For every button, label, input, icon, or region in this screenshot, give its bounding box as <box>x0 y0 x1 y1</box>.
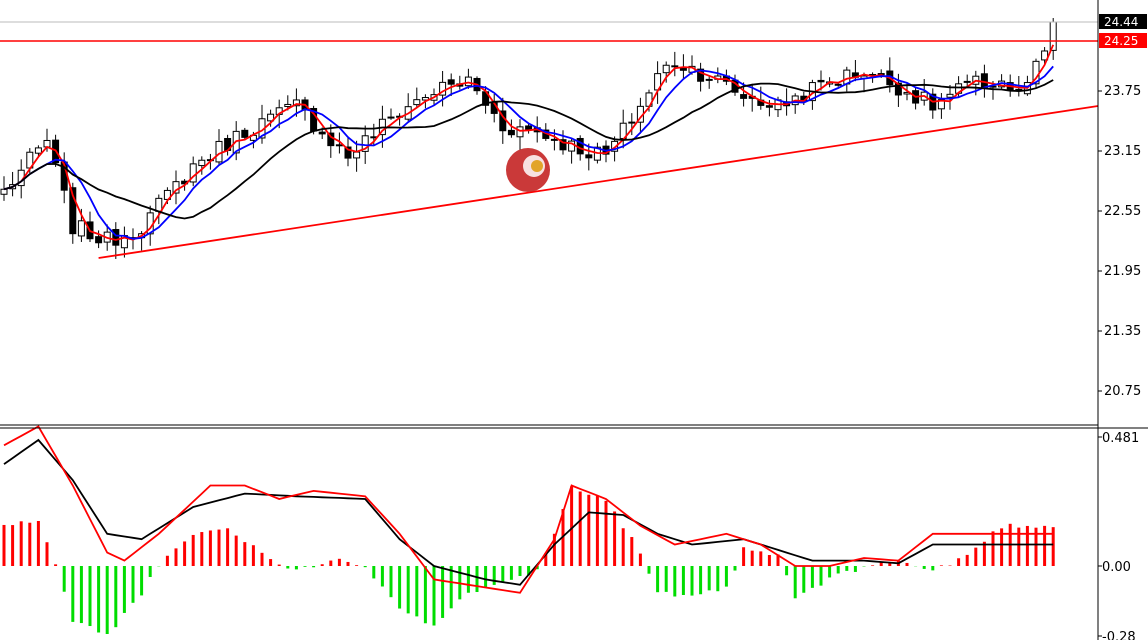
candle <box>241 127 249 141</box>
current-price-tag-bg <box>1099 14 1147 29</box>
candle-body-up <box>611 140 619 152</box>
candle-body-down <box>95 236 103 244</box>
y-tick-label: 23.15 <box>1104 144 1141 159</box>
price-panel <box>0 18 1099 259</box>
candle <box>817 70 825 91</box>
watermark-logo-dot-icon <box>531 160 543 172</box>
candle <box>525 123 533 134</box>
candle-body-down <box>344 146 352 159</box>
candle <box>937 93 945 119</box>
candle-body-up <box>439 81 447 96</box>
candle-body-down <box>705 78 713 81</box>
resistance-price-label: 24.25 <box>1104 34 1138 48</box>
candle-body-down <box>697 68 705 82</box>
candle-body-up <box>77 220 85 237</box>
candle <box>894 73 902 107</box>
candle-body-up <box>361 135 369 152</box>
y-tick-label: 21.95 <box>1104 264 1141 279</box>
candle <box>662 61 670 83</box>
candle-body-up <box>292 99 300 107</box>
candle <box>697 62 705 92</box>
candle-body-up <box>1041 50 1049 61</box>
candle-body-up <box>215 140 223 163</box>
candle <box>344 137 352 167</box>
candle <box>585 143 593 171</box>
ma-line-15 <box>3 79 1054 220</box>
y-tick-label: 20.75 <box>1104 384 1141 399</box>
current-price-tag: 24.44 <box>1099 14 1147 29</box>
candle-body-up <box>413 99 421 106</box>
candle-body-up <box>34 147 42 154</box>
candle-body-up <box>516 126 524 138</box>
candle <box>292 88 300 117</box>
candle-body-up <box>0 188 8 195</box>
candle-body-down <box>628 121 636 124</box>
candle-body-up <box>937 99 945 110</box>
resistance-tag: 24.25 <box>1099 33 1147 48</box>
current-price-label: 24.44 <box>1104 15 1138 29</box>
watermark <box>506 148 550 192</box>
candle <box>198 156 206 175</box>
macd-y-tick-label: 0.00 <box>1102 560 1131 575</box>
candle <box>671 51 679 77</box>
candle-body-up <box>267 113 275 122</box>
candle-body-down <box>69 187 77 235</box>
candle-body-down <box>525 125 533 130</box>
candle <box>172 170 180 205</box>
y-tick-label: 23.75 <box>1104 84 1141 99</box>
candle-body-up <box>353 151 361 159</box>
candle-body-down <box>963 80 971 83</box>
candle <box>946 85 954 110</box>
candle <box>413 87 421 108</box>
candle-body-up <box>155 197 163 212</box>
candle-body-down <box>507 129 515 136</box>
candle-body-up <box>671 65 679 68</box>
candle <box>1041 47 1049 64</box>
candle <box>447 73 455 97</box>
candle-body-down <box>318 131 326 135</box>
candle-body-up <box>335 144 343 147</box>
candle <box>387 108 395 120</box>
candle-body-down <box>765 105 773 108</box>
macd-y-tick-label: 0.481 <box>1102 431 1139 446</box>
macd-y-tick-label: -0.28 <box>1102 630 1136 640</box>
candle-body-down <box>834 83 842 86</box>
macd-histogram <box>2 486 1055 635</box>
candle-body-down <box>894 82 902 96</box>
candle-body-up <box>198 159 206 167</box>
candle-body-down <box>447 79 455 85</box>
candle-body-up <box>172 181 180 194</box>
candle-body-down <box>585 154 593 159</box>
candle <box>34 145 42 157</box>
candle <box>215 129 223 166</box>
ma-line-6 <box>3 65 1054 240</box>
candle-body-up <box>550 138 558 141</box>
candle-body-up <box>464 76 472 87</box>
candle-body-up <box>946 93 954 98</box>
ma-line-3 <box>3 44 1055 241</box>
candle-body-down <box>112 229 120 246</box>
candle <box>507 119 515 138</box>
candle-body-down <box>740 94 748 99</box>
resistance-tag-bg <box>1099 33 1147 48</box>
macd-fast-line <box>3 425 1054 594</box>
candle <box>464 68 472 89</box>
macd-panel <box>2 425 1055 635</box>
candle <box>705 75 713 89</box>
candle-body-up <box>284 103 292 108</box>
candle-body-down <box>817 79 825 83</box>
candle-body-down <box>387 116 395 119</box>
candle-body-down <box>559 139 567 151</box>
candle-body-down <box>241 129 249 138</box>
support-trendline <box>98 105 1099 259</box>
y-tick-label: 21.35 <box>1104 324 1141 339</box>
candles <box>0 18 1057 259</box>
candle-body-up <box>662 64 670 74</box>
y-tick-label: 22.55 <box>1104 204 1141 219</box>
candle <box>628 113 636 136</box>
candle-body-up <box>421 97 429 101</box>
candle <box>516 119 524 150</box>
